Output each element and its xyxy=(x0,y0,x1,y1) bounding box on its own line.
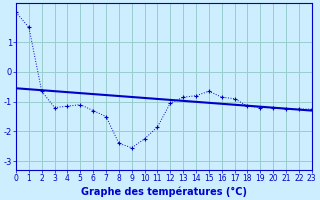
X-axis label: Graphe des températures (°C): Graphe des températures (°C) xyxy=(81,186,247,197)
